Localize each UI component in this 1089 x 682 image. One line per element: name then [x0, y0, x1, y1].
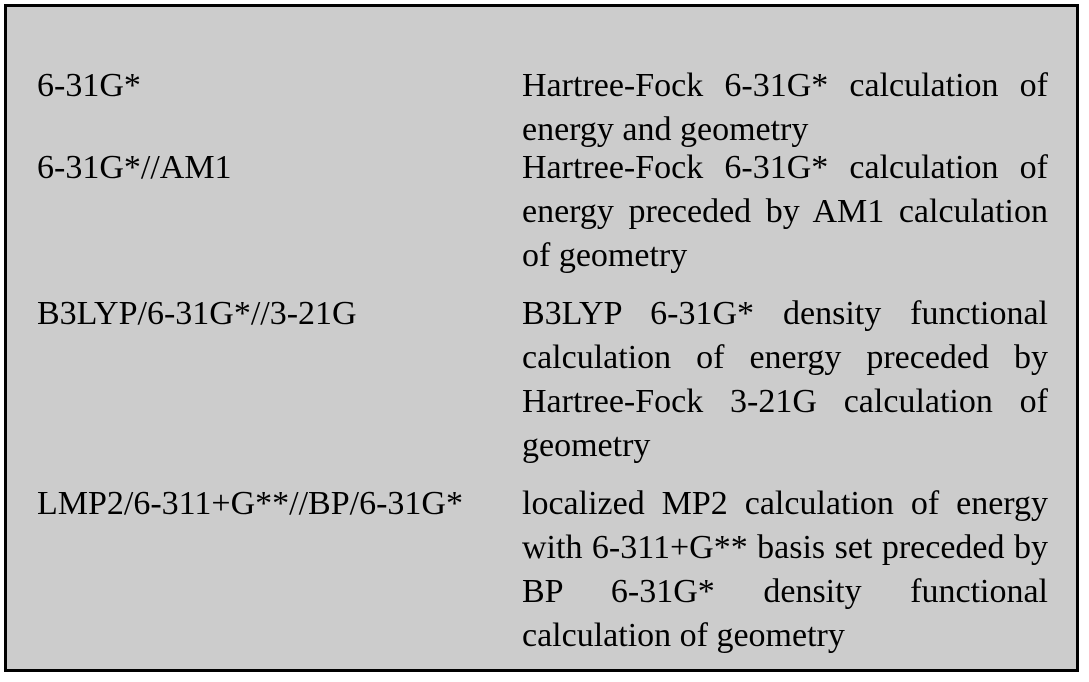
method-description: Hartree-Fock 6-31G* calculation of energ… — [522, 149, 1048, 274]
definition-table-panel: 6-31G* Hartree-Fock 6-31G* calculation o… — [4, 4, 1079, 672]
method-term: 6-31G*//AM1 — [37, 149, 232, 186]
method-description: localized MP2 calculation of energy with… — [522, 485, 1048, 654]
method-description: Hartree-Fock 6-31G* calculation of energ… — [522, 67, 1048, 148]
method-term: LMP2/6-311+G**//BP/6-31G* — [37, 485, 463, 522]
method-term: 6-31G* — [37, 67, 141, 104]
method-description: B3LYP 6-31G* density functional calculat… — [522, 295, 1048, 464]
method-term: B3LYP/6-31G*//3-21G — [37, 295, 357, 332]
